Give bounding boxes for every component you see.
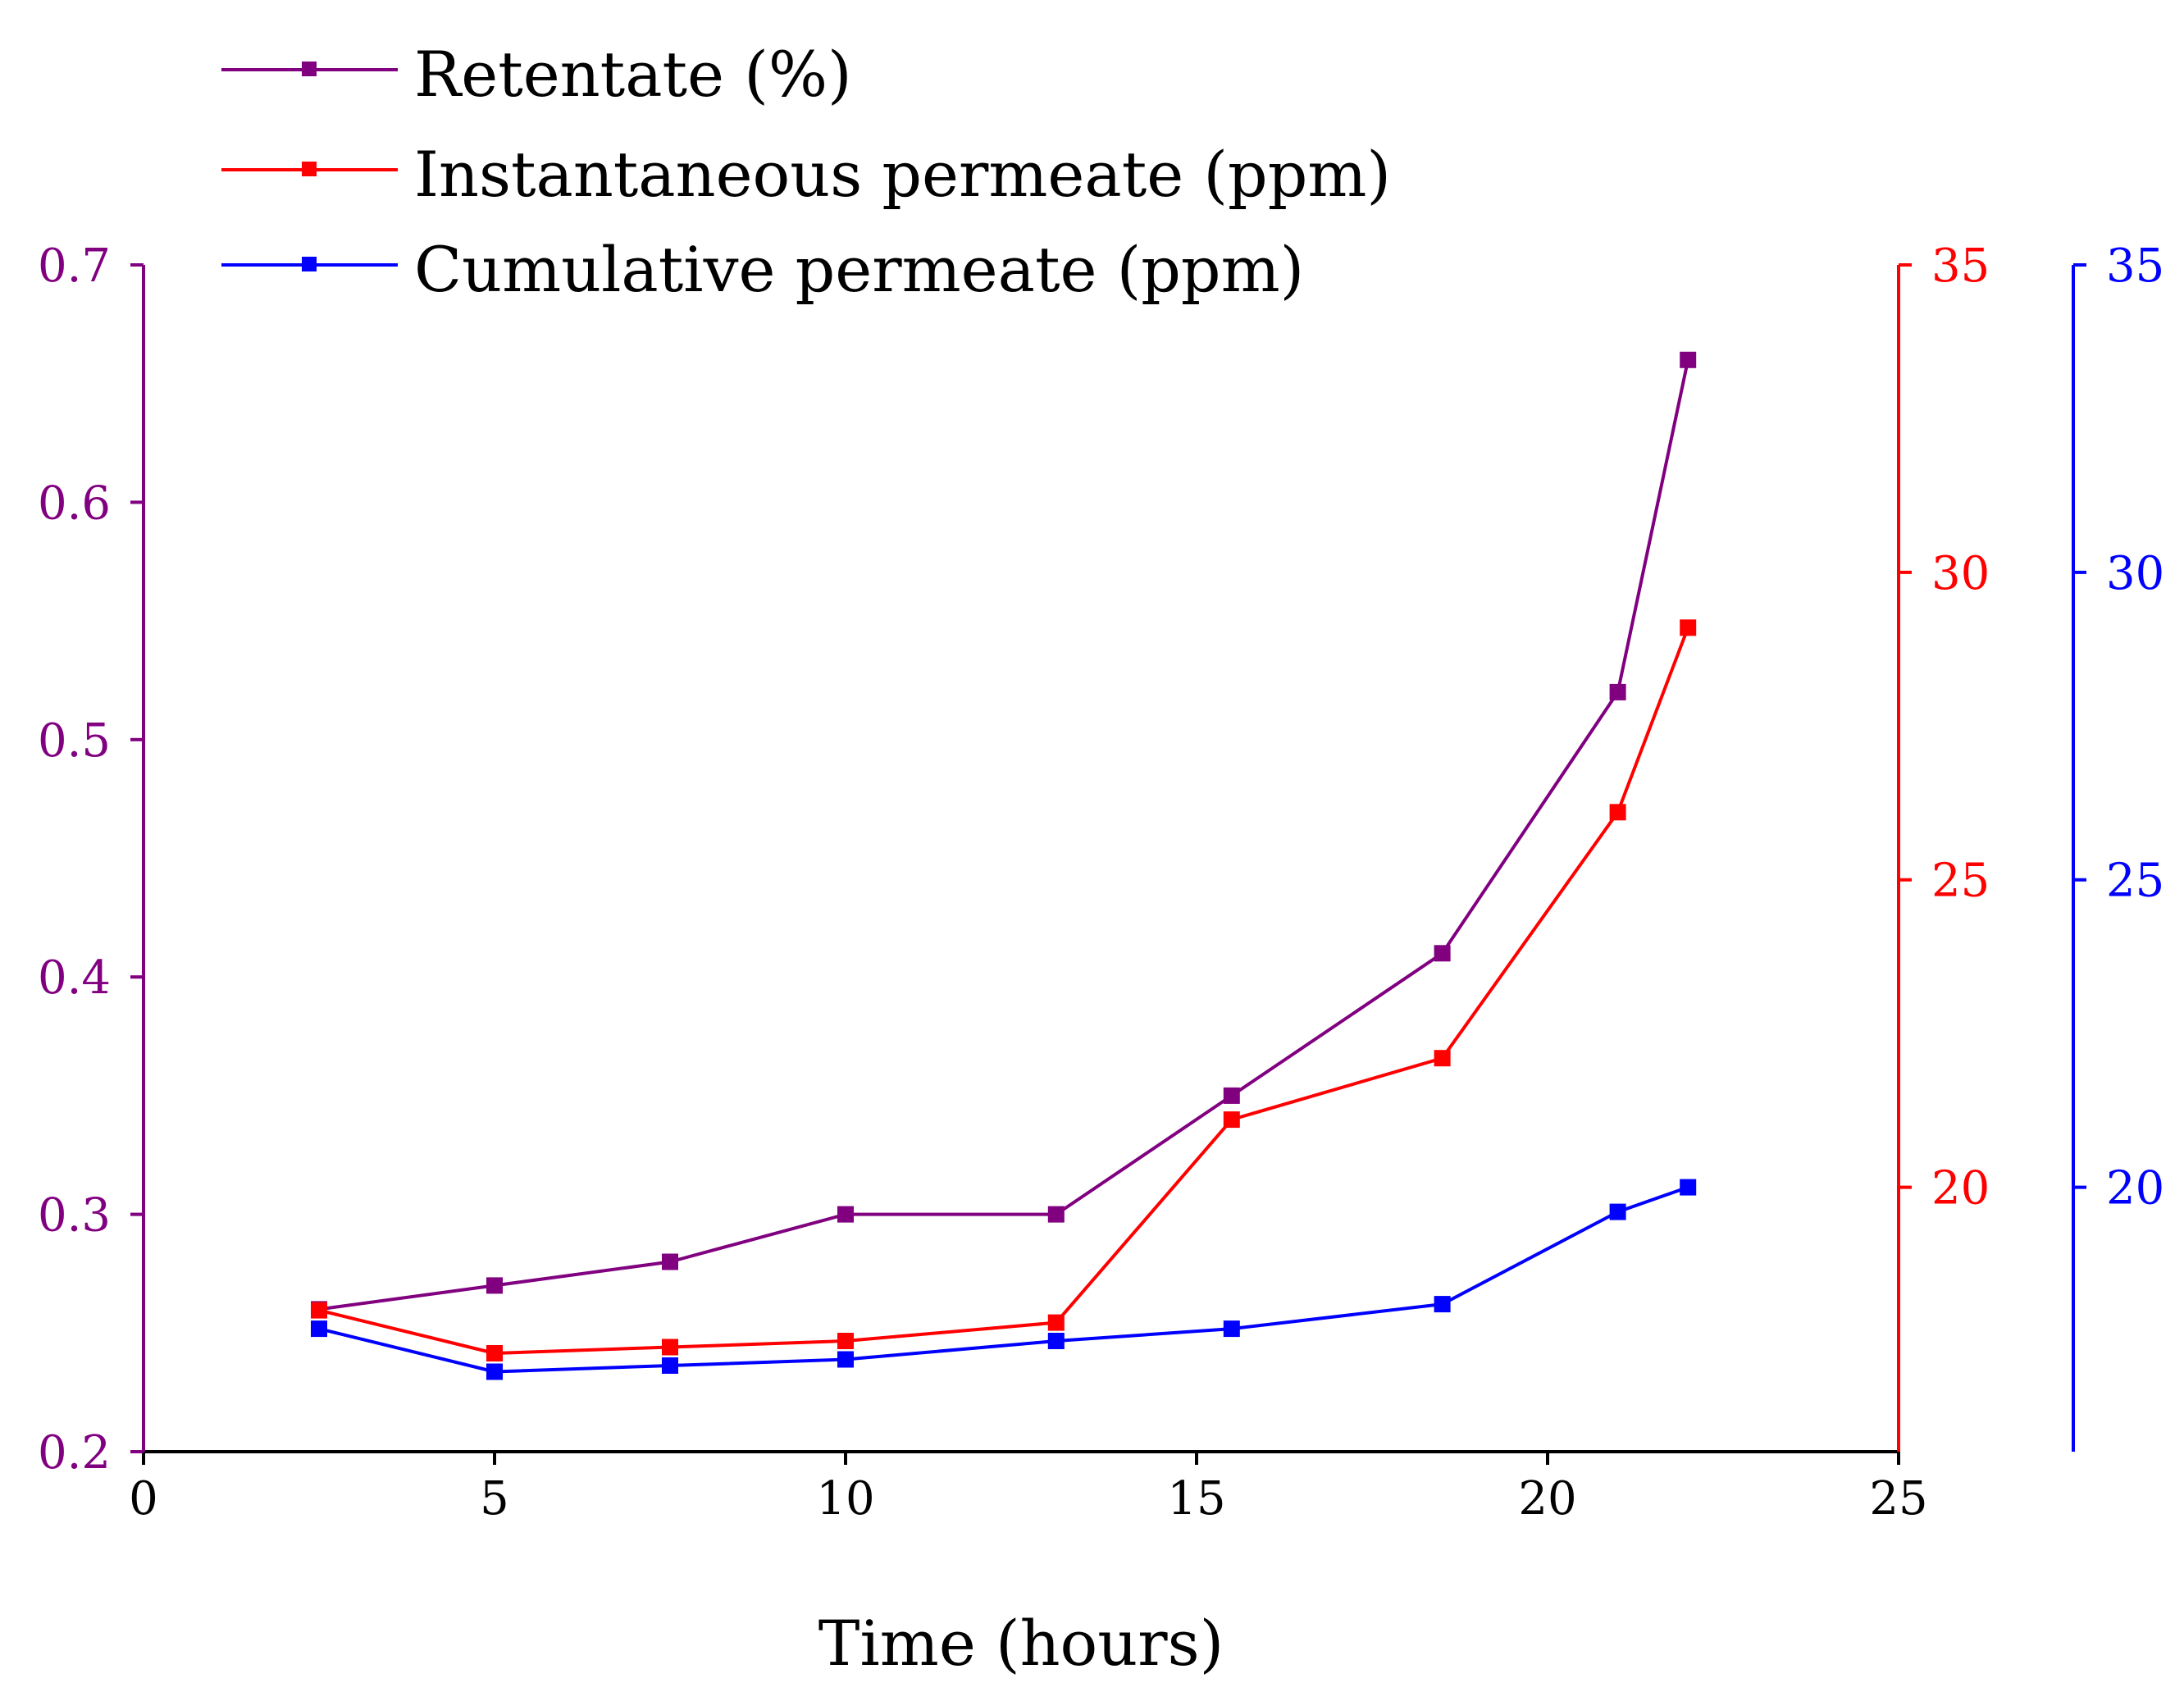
y-right2-tick-label: 30 bbox=[2106, 547, 2164, 600]
series-2-point-7 bbox=[1609, 1203, 1626, 1220]
legend-item-retentate: Retentate (%) bbox=[221, 38, 852, 111]
series-0-point-6 bbox=[1434, 945, 1451, 962]
x-tick-label: 0 bbox=[129, 1472, 158, 1526]
y-left-tick-label: 0.2 bbox=[38, 1426, 111, 1480]
legend-label-retentate: Retentate (%) bbox=[414, 38, 852, 111]
series-0-point-4 bbox=[1047, 1206, 1065, 1223]
x-tick-label: 15 bbox=[1167, 1472, 1225, 1526]
x-axis-title: Time (hours) bbox=[818, 1607, 1224, 1680]
series-layer bbox=[311, 351, 1697, 1380]
series-2-point-4 bbox=[1047, 1333, 1065, 1349]
series-2-point-2 bbox=[662, 1357, 678, 1374]
legend-item-instantaneous: Instantaneous permeate (ppm) bbox=[221, 138, 1391, 211]
y-right1-tick-label: 35 bbox=[1931, 239, 1990, 293]
series-1-point-6 bbox=[1434, 1050, 1451, 1067]
legend-marker-cumulative bbox=[302, 257, 317, 271]
series-line-0 bbox=[318, 359, 1690, 1311]
series-1-point-1 bbox=[486, 1345, 503, 1361]
series-2-point-8 bbox=[1680, 1179, 1697, 1196]
legend-marker-instantaneous bbox=[302, 162, 317, 176]
y-left-tick-label: 0.5 bbox=[38, 714, 111, 768]
series-1-point-5 bbox=[1223, 1111, 1240, 1129]
x-tick-label: 10 bbox=[816, 1472, 874, 1526]
legend-item-cumulative: Cumulative permeate (ppm) bbox=[221, 233, 1304, 306]
series-1-point-4 bbox=[1047, 1314, 1065, 1331]
series-0-point-7 bbox=[1609, 683, 1626, 700]
series-2-point-0 bbox=[311, 1320, 327, 1338]
series-1-point-2 bbox=[662, 1339, 678, 1356]
y-right1-ticks: 20 25 30 35 bbox=[1899, 239, 1990, 1215]
series-1-point-0 bbox=[311, 1302, 327, 1319]
x-tick-label: 5 bbox=[480, 1472, 509, 1526]
x-ticks: 0 5 10 15 20 25 bbox=[129, 1452, 1928, 1526]
series-1-point-3 bbox=[837, 1333, 854, 1349]
y-left-tick-label: 0.3 bbox=[38, 1189, 111, 1243]
series-1-point-8 bbox=[1680, 619, 1697, 636]
y-right2-tick-label: 20 bbox=[2106, 1162, 2164, 1215]
y-left-tick-label: 0.6 bbox=[38, 477, 111, 530]
y-left-ticks: 0.2 0.3 0.4 0.5 0.6 0.7 bbox=[38, 239, 144, 1480]
legend-label-cumulative: Cumulative permeate (ppm) bbox=[414, 233, 1304, 306]
x-tick-label: 25 bbox=[1869, 1472, 1927, 1526]
y-right2-tick-label: 35 bbox=[2106, 239, 2164, 293]
series-2-point-3 bbox=[837, 1351, 854, 1368]
axes bbox=[142, 265, 2075, 1453]
series-0-point-2 bbox=[662, 1253, 678, 1270]
y-right2-tick-label: 25 bbox=[2106, 855, 2164, 908]
series-line-1 bbox=[318, 627, 1690, 1355]
series-2-point-1 bbox=[486, 1363, 503, 1380]
series-2-point-6 bbox=[1434, 1296, 1451, 1313]
series-0-point-3 bbox=[837, 1206, 854, 1223]
legend-marker-retentate bbox=[302, 62, 317, 76]
y-right1-tick-label: 20 bbox=[1931, 1162, 1990, 1215]
series-1-point-7 bbox=[1609, 804, 1626, 821]
series-0-point-8 bbox=[1680, 351, 1697, 368]
y-right2-ticks: 20 25 30 35 bbox=[2073, 239, 2164, 1215]
series-0-point-1 bbox=[486, 1277, 503, 1294]
series-0-point-5 bbox=[1223, 1087, 1240, 1104]
y-left-tick-label: 0.7 bbox=[38, 239, 111, 293]
y-left-tick-label: 0.4 bbox=[38, 951, 111, 1005]
legend: Retentate (%) Instantaneous permeate (pp… bbox=[221, 38, 1391, 306]
series-2-point-5 bbox=[1223, 1320, 1240, 1338]
legend-label-instantaneous: Instantaneous permeate (ppm) bbox=[414, 138, 1391, 211]
x-tick-label: 20 bbox=[1518, 1472, 1576, 1526]
y-right1-tick-label: 30 bbox=[1931, 547, 1990, 600]
y-right1-tick-label: 25 bbox=[1931, 855, 1990, 908]
